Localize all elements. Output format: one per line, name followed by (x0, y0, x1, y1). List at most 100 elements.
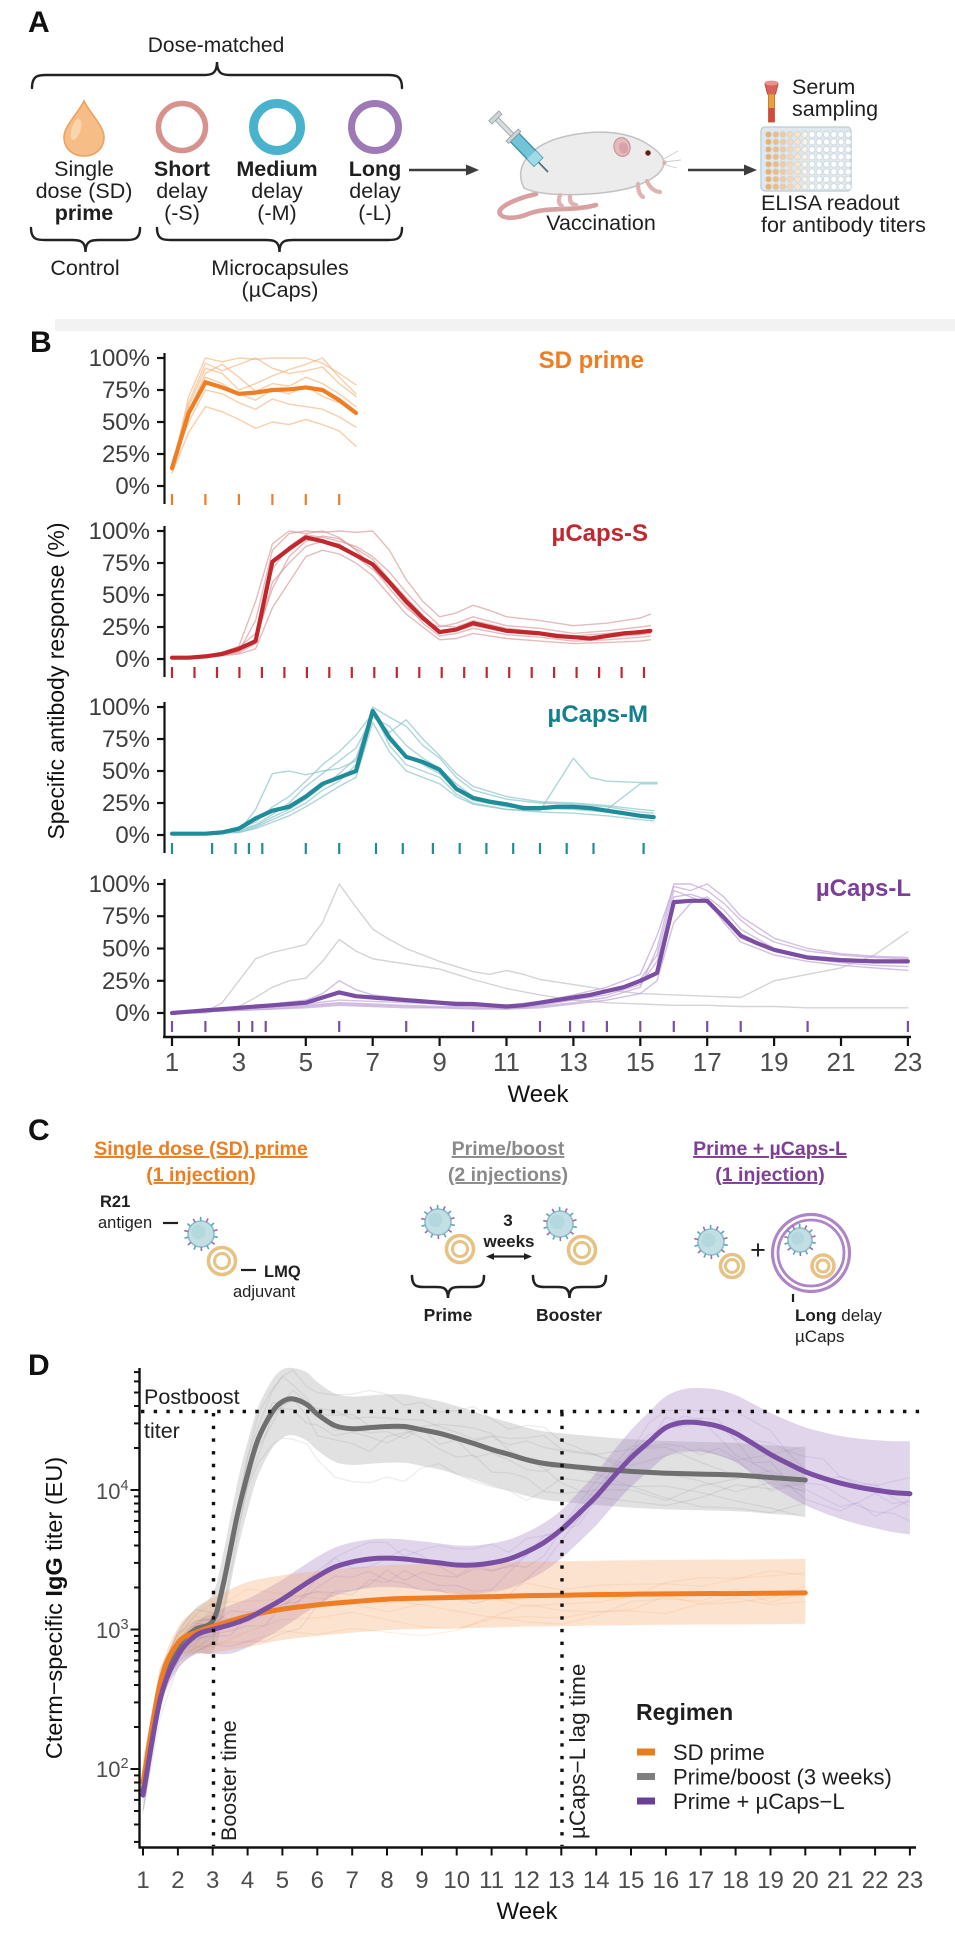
svg-text:14: 14 (583, 1867, 610, 1894)
svg-text:prime: prime (55, 201, 114, 225)
svg-text:12: 12 (513, 1867, 540, 1894)
svg-text:C: C (28, 1114, 50, 1147)
svg-text:delay: delay (349, 179, 401, 203)
svg-text:(-S): (-S) (164, 201, 200, 225)
svg-text:delay: delay (251, 179, 303, 203)
svg-text:Serum: Serum (792, 75, 855, 99)
svg-text:6: 6 (311, 1867, 324, 1894)
svg-text:50%: 50% (102, 758, 150, 785)
svg-text:21: 21 (827, 1047, 856, 1077)
svg-text:Prime/boost (3 weeks): Prime/boost (3 weeks) (673, 1765, 892, 1790)
svg-text:Medium: Medium (236, 157, 317, 181)
svg-text:10: 10 (443, 1867, 470, 1894)
svg-text:antigen: antigen (98, 1214, 152, 1232)
svg-text:50%: 50% (102, 409, 150, 436)
svg-text:+: + (750, 1235, 766, 1265)
svg-text:Short: Short (154, 157, 210, 181)
svg-text:LMQ: LMQ (264, 1263, 301, 1281)
svg-text:100%: 100% (89, 345, 150, 372)
svg-text:7: 7 (365, 1047, 379, 1077)
svg-text:17: 17 (693, 1047, 722, 1077)
svg-text:µCaps: µCaps (795, 1327, 844, 1346)
svg-text:15: 15 (618, 1867, 645, 1894)
svg-text:102: 102 (96, 1756, 129, 1782)
svg-text:R21: R21 (100, 1193, 130, 1211)
svg-text:3: 3 (206, 1867, 219, 1894)
svg-text:for antibody titers: for antibody titers (761, 213, 926, 237)
svg-text:75%: 75% (102, 903, 150, 930)
svg-text:1: 1 (136, 1867, 149, 1894)
svg-text:adjuvant: adjuvant (233, 1283, 296, 1301)
svg-text:Postboost: Postboost (144, 1385, 240, 1409)
svg-text:15: 15 (626, 1047, 655, 1077)
svg-text:0%: 0% (115, 646, 150, 673)
svg-text:19: 19 (757, 1867, 784, 1894)
svg-text:50%: 50% (102, 936, 150, 963)
svg-text:17: 17 (687, 1867, 714, 1894)
svg-text:Long delay: Long delay (795, 1306, 882, 1325)
svg-text:Specific antibody response (%): Specific antibody response (%) (43, 522, 69, 839)
svg-text:ELISA readout: ELISA readout (761, 191, 900, 215)
svg-text:Long: Long (349, 157, 402, 181)
svg-text:75%: 75% (102, 726, 150, 753)
svg-text:9: 9 (432, 1047, 446, 1077)
svg-text:(-L): (-L) (358, 201, 391, 225)
svg-text:Regimen: Regimen (636, 1699, 733, 1725)
svg-text:25%: 25% (102, 968, 150, 995)
svg-text:5: 5 (276, 1867, 289, 1894)
svg-text:100%: 100% (89, 694, 150, 721)
svg-text:SD prime: SD prime (673, 1740, 765, 1765)
svg-text:Booster: Booster (536, 1305, 602, 1325)
svg-text:(-M): (-M) (257, 201, 296, 225)
svg-text:µCaps-M: µCaps-M (548, 701, 649, 728)
svg-text:104: 104 (96, 1478, 129, 1504)
svg-text:Control: Control (50, 256, 119, 280)
svg-text:23: 23 (893, 1047, 922, 1077)
svg-text:25%: 25% (102, 614, 150, 641)
svg-text:Dose-matched: Dose-matched (148, 34, 285, 57)
svg-text:Prime/boost: Prime/boost (452, 1138, 565, 1160)
svg-text:delay: delay (156, 179, 208, 203)
svg-text:5: 5 (299, 1047, 313, 1077)
svg-text:Prime + µCaps−L: Prime + µCaps−L (673, 1789, 845, 1814)
svg-text:Week: Week (497, 1898, 559, 1925)
svg-text:4: 4 (241, 1867, 254, 1894)
svg-text:11: 11 (479, 1867, 504, 1894)
svg-text:Single dose (SD) prime: Single dose (SD) prime (94, 1138, 308, 1160)
svg-text:µCaps−L lag time: µCaps−L lag time (565, 1664, 590, 1839)
svg-text:µCaps-S: µCaps-S (551, 520, 648, 547)
svg-text:(1 injection): (1 injection) (715, 1164, 824, 1186)
svg-text:50%: 50% (102, 582, 150, 609)
svg-text:titer: titer (144, 1419, 180, 1443)
svg-text:D: D (28, 1349, 50, 1382)
svg-text:23: 23 (897, 1867, 924, 1894)
svg-text:103: 103 (96, 1617, 129, 1643)
svg-text:1: 1 (165, 1047, 179, 1077)
svg-text:SD prime: SD prime (539, 347, 644, 374)
svg-text:21: 21 (827, 1867, 854, 1894)
svg-text:3: 3 (503, 1211, 512, 1230)
svg-text:0%: 0% (115, 473, 150, 500)
svg-text:(µCaps): (µCaps) (242, 278, 319, 302)
svg-text:19: 19 (760, 1047, 789, 1077)
svg-text:100%: 100% (89, 518, 150, 545)
svg-text:18: 18 (722, 1867, 749, 1894)
svg-text:3: 3 (232, 1047, 246, 1077)
svg-text:2: 2 (171, 1867, 184, 1894)
svg-text:13: 13 (548, 1867, 575, 1894)
svg-text:µCaps-L: µCaps-L (816, 875, 911, 902)
svg-text:Booster time: Booster time (217, 1720, 241, 1841)
svg-text:11: 11 (493, 1047, 520, 1077)
svg-text:8: 8 (380, 1867, 393, 1894)
svg-text:0%: 0% (115, 822, 150, 849)
svg-text:25%: 25% (102, 790, 150, 817)
svg-text:7: 7 (346, 1867, 359, 1894)
svg-text:weeks: weeks (482, 1232, 534, 1251)
svg-text:B: B (30, 326, 52, 359)
svg-text:(2 injections): (2 injections) (448, 1164, 568, 1186)
svg-text:Single: Single (54, 157, 114, 181)
svg-text:Microcapsules: Microcapsules (211, 256, 348, 280)
svg-text:9: 9 (415, 1867, 428, 1894)
svg-text:Cterm−specific IgG titer (EU): Cterm−specific IgG titer (EU) (41, 1457, 67, 1759)
svg-text:A: A (28, 6, 50, 39)
